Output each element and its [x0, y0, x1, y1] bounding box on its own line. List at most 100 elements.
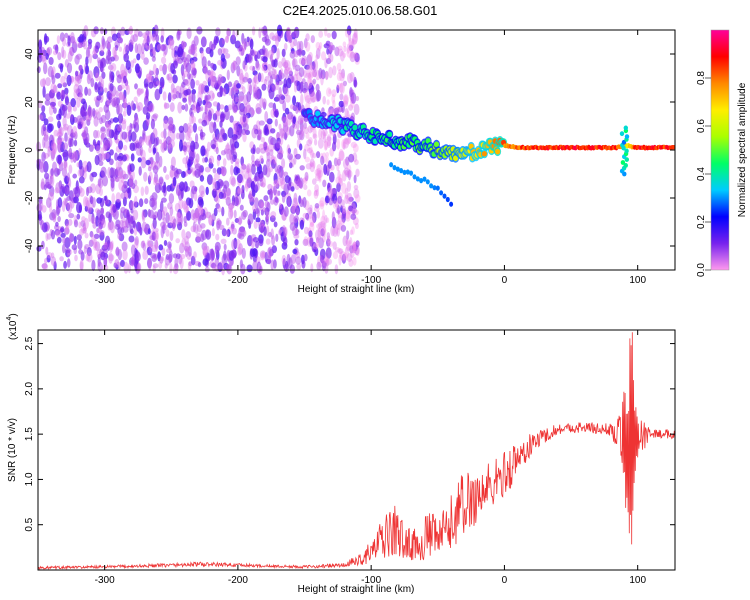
- noise-blob: [176, 213, 181, 225]
- noise-blob: [48, 57, 54, 65]
- noise-blob: [306, 139, 313, 147]
- noise-blob: [245, 112, 251, 119]
- noise-blob: [199, 214, 204, 221]
- noise-blob: [163, 64, 168, 70]
- noise-blob: [202, 80, 208, 87]
- noise-blob: [326, 134, 332, 147]
- noise-blob: [255, 59, 260, 69]
- noise-blob: [329, 53, 334, 63]
- noise-blob: [185, 231, 191, 239]
- noise-blob: [100, 207, 104, 214]
- noise-blob: [90, 77, 95, 88]
- noise-blob: [130, 60, 135, 68]
- noise-blob: [146, 246, 153, 256]
- noise-blob: [246, 177, 253, 188]
- noise-blob: [273, 156, 277, 165]
- noise-blob: [140, 240, 145, 249]
- noise-blob: [310, 35, 315, 44]
- noise-blob: [283, 227, 287, 239]
- noise-blob: [237, 217, 243, 225]
- noise-blob: [150, 118, 155, 130]
- noise-blob: [165, 254, 170, 260]
- noise-blob: [107, 36, 113, 43]
- noise-blob: [107, 100, 113, 106]
- noise-blob: [284, 60, 291, 72]
- noise-blob: [305, 41, 311, 52]
- noise-blob: [308, 71, 313, 81]
- noise-blob: [269, 54, 273, 63]
- noise-blob: [96, 209, 101, 220]
- noise-blob: [45, 52, 49, 60]
- noise-blob: [103, 256, 108, 268]
- noise-blob: [273, 221, 278, 228]
- noise-blob: [299, 219, 305, 230]
- noise-blob: [179, 84, 185, 95]
- noise-blob: [242, 209, 248, 218]
- noise-blob: [247, 213, 254, 225]
- noise-blob: [96, 95, 102, 101]
- noise-blob: [89, 230, 94, 238]
- noise-blob: [194, 169, 201, 178]
- noise-blob: [204, 85, 210, 93]
- noise-blob: [201, 242, 208, 251]
- noise-blob: [353, 184, 359, 190]
- noise-blob: [57, 128, 62, 137]
- noise-blob: [270, 128, 276, 134]
- noise-blob: [191, 92, 196, 103]
- noise-blob: [104, 87, 108, 93]
- noise-blob: [268, 102, 274, 108]
- noise-blob: [88, 212, 92, 222]
- noise-blob: [239, 204, 244, 211]
- noise-blob: [58, 108, 62, 119]
- noise-blob: [155, 232, 159, 240]
- noise-blob: [263, 141, 268, 151]
- noise-blob: [132, 58, 137, 64]
- noise-blob: [313, 189, 319, 199]
- noise-blob: [51, 143, 57, 156]
- noise-blob: [279, 72, 285, 80]
- noise-blob: [232, 29, 236, 40]
- branch-cell: [392, 165, 397, 171]
- noise-blob: [39, 111, 46, 122]
- noise-blob: [71, 244, 78, 251]
- noise-blob: [353, 31, 358, 43]
- noise-blob: [245, 104, 252, 113]
- noise-blob: [167, 142, 173, 154]
- noise-blob: [175, 91, 180, 99]
- noise-blob: [143, 78, 149, 88]
- noise-blob: [286, 77, 292, 89]
- noise-blob: [140, 186, 145, 197]
- noise-blob: [351, 243, 357, 254]
- noise-blob: [221, 167, 227, 177]
- spread-cell: [623, 163, 628, 168]
- noise-blob: [338, 173, 343, 185]
- noise-blob: [55, 230, 62, 238]
- noise-blob: [216, 155, 220, 167]
- noise-blob: [60, 75, 66, 85]
- noise-blob: [226, 229, 231, 237]
- noise-blob: [269, 32, 275, 40]
- noise-blob: [214, 245, 220, 256]
- noise-blob: [57, 135, 62, 144]
- noise-blob: [239, 108, 246, 116]
- noise-blob: [187, 72, 191, 80]
- branch-cell: [432, 185, 437, 191]
- noise-blob: [57, 197, 63, 208]
- noise-blob: [218, 224, 225, 230]
- noise-blob: [282, 121, 289, 133]
- noise-blob: [194, 223, 199, 234]
- noise-blob: [65, 225, 69, 235]
- noise-blob: [152, 263, 159, 269]
- noise-blob: [295, 256, 302, 265]
- noise-blob: [40, 220, 45, 231]
- noise-blob: [296, 263, 302, 270]
- noise-blob: [353, 103, 360, 116]
- noise-blob: [276, 152, 283, 160]
- noise-blob: [344, 169, 349, 177]
- noise-blob: [326, 32, 331, 38]
- noise-blob: [233, 196, 239, 207]
- noise-blob: [235, 238, 241, 249]
- noise-blob: [348, 196, 354, 202]
- noise-blob: [318, 175, 322, 183]
